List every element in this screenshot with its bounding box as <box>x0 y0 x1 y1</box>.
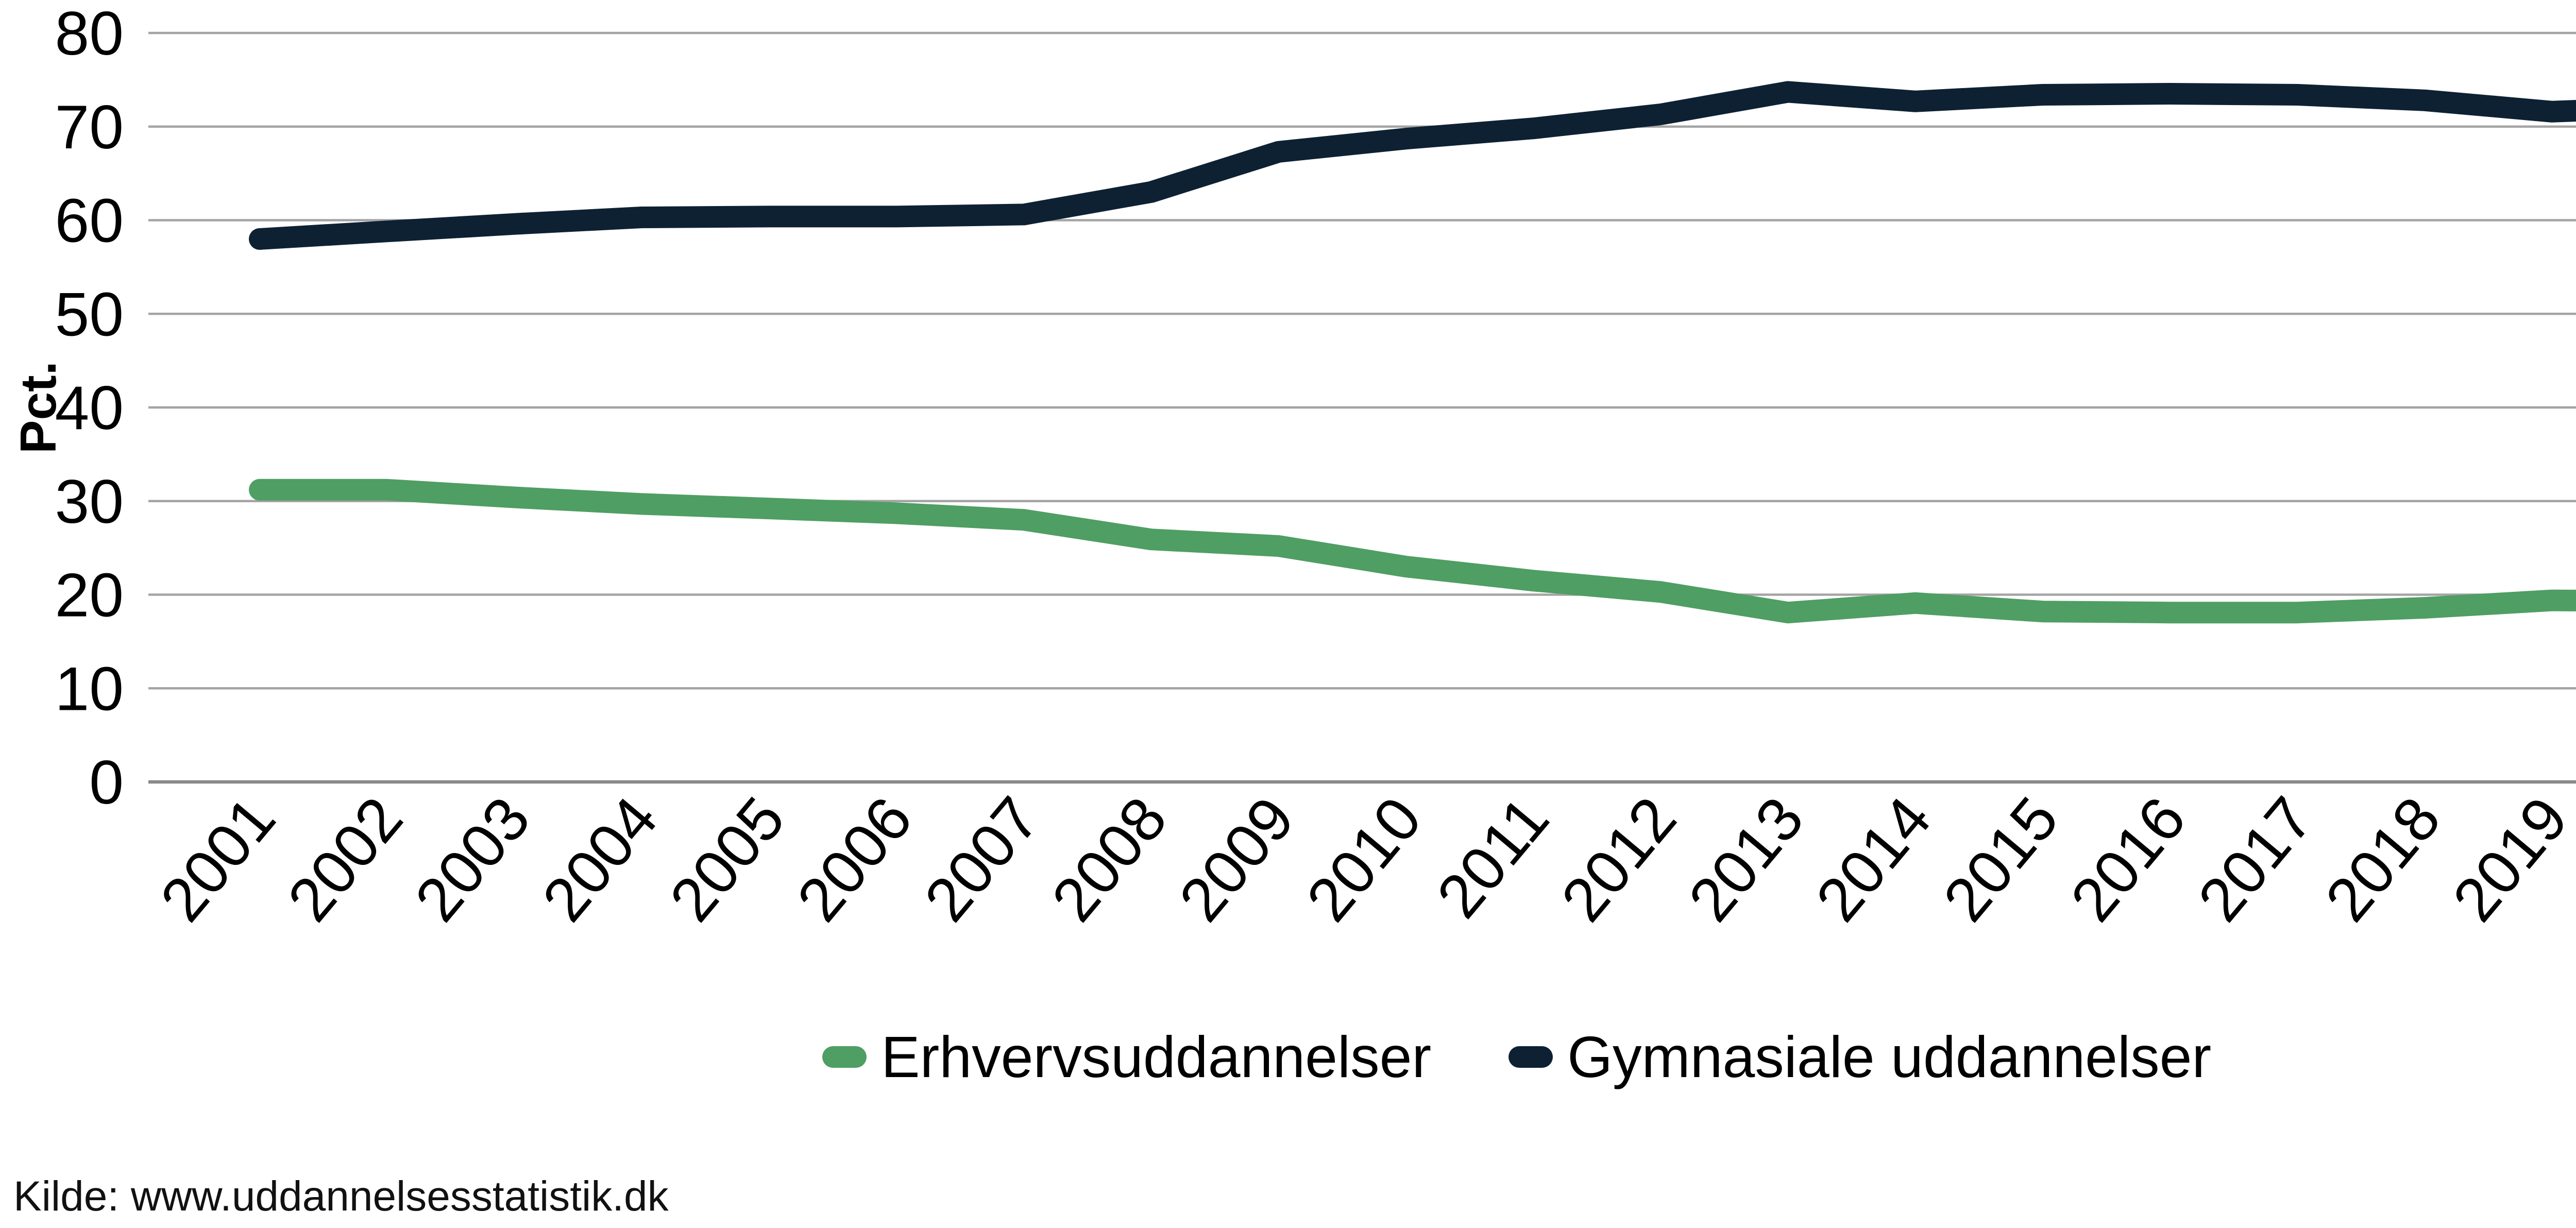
y-tick-label: 40 <box>55 373 124 442</box>
series-line-erhvervsuddannelser <box>249 479 2576 624</box>
x-tick-label: 2008 <box>1039 784 1180 934</box>
x-tick-label: 2009 <box>1166 784 1307 934</box>
x-tick-label: 2005 <box>656 784 798 934</box>
y-tick-label: 20 <box>55 561 124 630</box>
y-axis-title: Pct. <box>10 361 66 454</box>
y-tick-label: 80 <box>55 0 124 68</box>
x-tick-label: 2002 <box>275 784 416 934</box>
x-tick-label: 2007 <box>911 784 1053 934</box>
source-text: Kilde: www.uddannelsesstatistik.dk <box>13 1173 669 1220</box>
x-tick-labels: 2001200220032004200520062007200820092010… <box>147 784 2576 934</box>
series-line-gymnasiale <box>249 81 2576 250</box>
x-tick-label: 2012 <box>1548 784 1689 934</box>
x-tick-label: 2013 <box>1675 784 1817 934</box>
x-tick-label: 2003 <box>402 784 543 934</box>
x-tick-label: 2010 <box>1293 784 1434 934</box>
x-tick-label: 2020 <box>2567 784 2576 934</box>
x-tick-label: 2001 <box>147 784 289 934</box>
y-tick-label: 0 <box>89 748 124 817</box>
x-tick-label: 2017 <box>2185 784 2326 934</box>
x-tick-label: 2006 <box>784 784 925 934</box>
x-tick-label: 2019 <box>2439 784 2576 934</box>
y-tick-label: 30 <box>55 467 124 536</box>
y-tick-label: 60 <box>55 186 124 255</box>
y-tick-label: 50 <box>55 280 124 349</box>
y-tick-label: 10 <box>55 654 124 723</box>
x-tick-label: 2014 <box>1803 784 1944 934</box>
x-tick-label: 2004 <box>529 784 670 934</box>
x-tick-label: 2015 <box>1930 784 2071 934</box>
x-tick-label: 2011 <box>1423 784 1562 931</box>
y-tick-label: 70 <box>55 93 124 162</box>
y-tick-labels: 0 10 20 30 40 50 60 70 80 <box>55 0 124 817</box>
x-tick-label: 2016 <box>2058 784 2199 934</box>
x-tick-label: 2018 <box>2312 784 2453 934</box>
